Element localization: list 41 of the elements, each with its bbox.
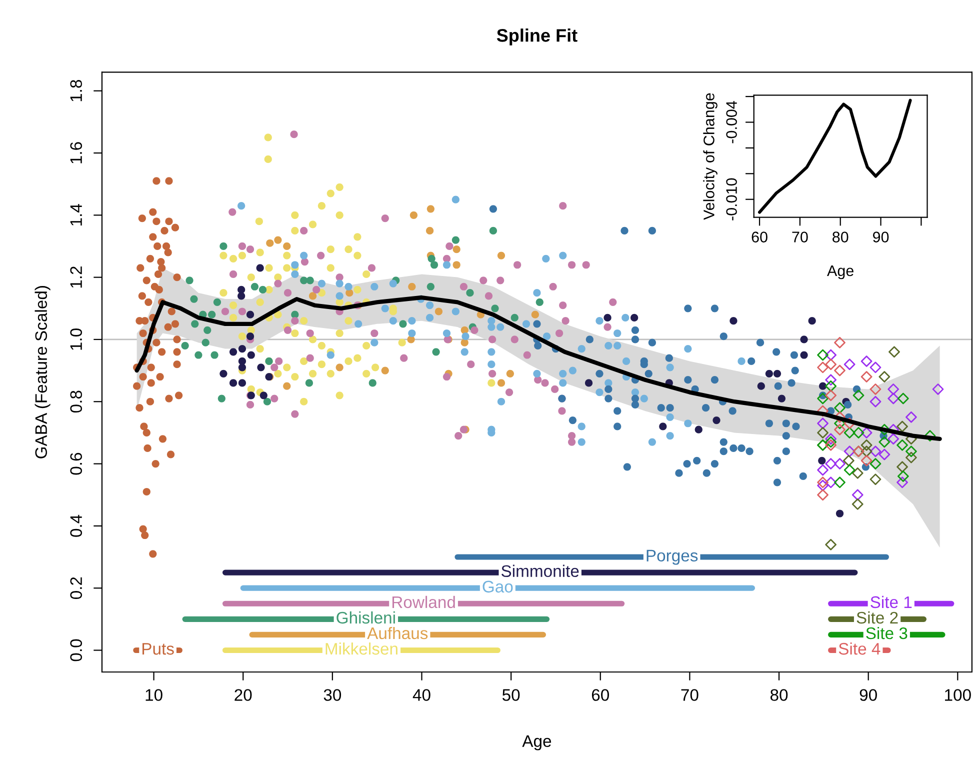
x-tick-label: 100 [945,689,971,701]
x-axis-title: Age [522,735,552,750]
y-tick-label: 0.0 [70,639,82,662]
x-tick-label: 70 [681,689,698,701]
x-tick-label: 60 [592,689,609,701]
x-tick-label: 70 [792,232,808,242]
y-tick-label: 0.2 [70,577,82,600]
series-label: Site 2 [856,611,898,624]
y-tick-label: 1.4 [70,204,82,226]
series-label: Site 3 [866,626,908,640]
x-tick-label: 80 [770,689,788,701]
series-label: Gao [482,580,513,593]
x-tick-label: 80 [832,232,848,242]
x-tick-label: 40 [412,689,430,701]
y-axis-title: Velocity of Change [703,93,718,220]
series-label: Mikkelsen [326,642,398,655]
x-tick-label: 90 [860,689,877,701]
y-tick-label: 0.4 [70,514,82,537]
y-axis-title: GABA (Feature Scaled) [34,286,50,458]
series-label: Aufhaus [367,626,428,640]
x-tick-label: 60 [752,232,768,242]
x-axis-title: Age [827,265,854,280]
x-tick-label: 30 [324,689,342,701]
y-tick-label: 1.2 [70,266,82,288]
y-tick-label: -0.004 [726,101,737,144]
series-label: Site 1 [870,596,912,608]
series-label: Simmonite [501,564,579,578]
x-tick-label: 50 [502,689,520,701]
y-tick-label: 1.8 [70,80,82,102]
x-tick-label: 90 [872,232,889,242]
chart-title: Spline Fit [496,28,578,46]
series-label: Porges [646,550,698,565]
y-tick-label: 0.8 [70,390,82,413]
y-tick-label: 1.6 [70,142,82,164]
series-label: Ghisleni [336,611,395,624]
y-tick-label: 0.6 [70,452,82,475]
x-tick-label: 20 [234,689,252,701]
x-tick-label: 10 [146,689,162,701]
y-tick-label: 1.0 [70,328,82,350]
series-label: Rowland [392,596,455,608]
y-tick-label: -0.010 [726,178,737,220]
